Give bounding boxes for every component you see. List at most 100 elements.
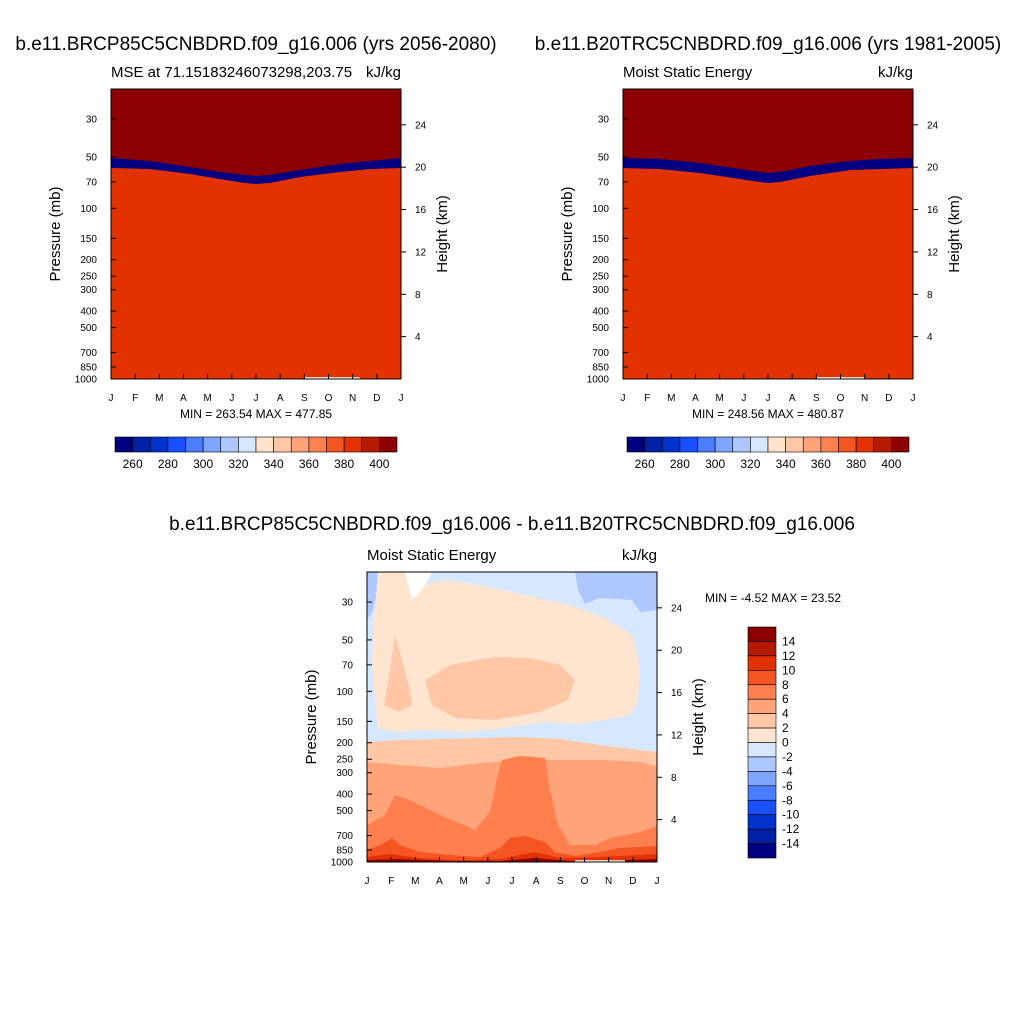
colorbar-label: 2: [782, 721, 789, 735]
colorbar-swatch: [747, 828, 777, 844]
month-tick-label: J: [510, 876, 515, 887]
panel-1: b.e11.BRCP85C5CNBDRD.f09_g16.006 (yrs 20…: [15, 34, 496, 471]
panel-2-height-axis: 4 8 12 16 20 24: [913, 120, 939, 343]
panel-3-contour-l13: [367, 836, 657, 862]
panel-3-plot: [367, 572, 657, 862]
panel-1-colorbar: 260 280 300 320 340 360 380 400: [114, 436, 398, 471]
colorbar-swatch: [767, 436, 786, 453]
colorbar-swatch: [661, 436, 681, 453]
pressure-tick-label: 300: [592, 285, 609, 296]
pressure-tick-label: 30: [598, 115, 610, 126]
colorbar-swatch: [185, 436, 204, 453]
height-tick-label: 20: [415, 163, 427, 174]
month-tick-label: O: [325, 393, 333, 404]
height-tick-label: 16: [671, 688, 683, 699]
colorbar-swatch: [891, 436, 910, 453]
pressure-tick-label: 150: [592, 234, 609, 245]
colorbar-label: 4: [782, 707, 789, 721]
colorbar-swatch: [114, 436, 133, 453]
pressure-tick-label: 250: [80, 272, 97, 283]
colorbar-label: 8: [782, 678, 789, 692]
colorbar-swatch: [290, 436, 310, 453]
month-tick-label: A: [436, 876, 443, 887]
colorbar-swatch: [238, 436, 257, 453]
colorbar-swatch: [273, 436, 292, 453]
height-tick-label: 4: [671, 815, 677, 826]
month-tick-label: A: [789, 393, 796, 404]
month-tick-label: N: [349, 393, 356, 404]
month-tick-label: F: [388, 876, 394, 887]
colorbar-swatch: [167, 436, 186, 453]
colorbar-swatch: [220, 436, 239, 453]
pressure-tick-label: 300: [80, 285, 97, 296]
colorbar-swatch: [747, 843, 777, 859]
pressure-tick-label: 850: [80, 362, 97, 373]
pressure-tick-label: 700: [336, 831, 353, 842]
panel-3-pressure-axis: 30 50 70 100 150 200 250 300 400 500 700 850 1000: [331, 598, 372, 869]
pressure-tick-label: 100: [592, 204, 609, 215]
month-tick-label: M: [411, 876, 419, 887]
month-tick-label: S: [813, 393, 820, 404]
panel-3-contour-l12: [367, 756, 657, 862]
height-tick-label: 4: [927, 332, 933, 343]
colorbar-swatch: [202, 436, 222, 453]
month-tick-label: D: [373, 393, 380, 404]
colorbar-swatch: [361, 436, 380, 453]
height-tick-label: 12: [415, 247, 427, 258]
colorbar-label: 360: [299, 457, 319, 471]
colorbar-swatch: [747, 655, 777, 671]
colorbar-swatch: [326, 436, 345, 453]
pressure-tick-label: 100: [336, 687, 353, 698]
pressure-tick-label: 200: [336, 738, 353, 749]
panel-1-stats: MIN = 263.54 MAX = 477.85: [180, 407, 332, 421]
pressure-tick-label: 500: [80, 323, 97, 334]
pressure-tick-label: 150: [336, 717, 353, 728]
colorbar-swatch: [747, 756, 777, 772]
pressure-tick-label: 30: [342, 598, 354, 609]
pressure-tick-label: 30: [86, 115, 98, 126]
colorbar-label: 0: [782, 736, 789, 750]
colorbar-swatch: [714, 436, 734, 453]
panel-3-ylabel-left: Pressure (mb): [303, 669, 320, 764]
colorbar-swatch: [732, 436, 751, 453]
pressure-tick-label: 200: [80, 255, 97, 266]
pressure-tick-label: 700: [592, 348, 609, 359]
colorbar-swatch: [855, 436, 875, 453]
panel-3-height-axis: 4 8 12 16 20 24: [657, 603, 683, 826]
colorbar-label: 12: [782, 649, 796, 663]
height-tick-label: 24: [927, 120, 939, 131]
colorbar-swatch: [379, 436, 398, 453]
colorbar-label: 260: [123, 457, 143, 471]
colorbar-swatch: [747, 641, 777, 657]
month-tick-label: J: [655, 876, 660, 887]
panel-1-title: b.e11.BRCP85C5CNBDRD.f09_g16.006 (yrs 20…: [15, 34, 496, 55]
month-tick-label: N: [605, 876, 612, 887]
month-tick-label: D: [629, 876, 636, 887]
panel-2: b.e11.B20TRC5CNBDRD.f09_g16.006 (yrs 198…: [535, 34, 1001, 471]
height-tick-label: 24: [671, 603, 683, 614]
colorbar-swatch: [747, 771, 777, 787]
month-tick-label: F: [644, 393, 650, 404]
month-tick-label: J: [911, 393, 916, 404]
panel-2-contour-l14: [623, 168, 913, 379]
colorbar-swatch: [747, 684, 777, 700]
pressure-tick-label: 400: [592, 307, 609, 318]
panel-2-ylabel-left: Pressure (mb): [559, 186, 576, 281]
pressure-tick-label: 400: [80, 307, 97, 318]
month-tick-label: D: [885, 393, 892, 404]
panel-3-contour-l10-blob: [425, 657, 575, 720]
colorbar-swatch: [750, 436, 769, 453]
panel-3-ylabel-right: Height (km): [690, 678, 707, 756]
colorbar-label: 400: [881, 457, 901, 471]
colorbar-swatch: [308, 436, 327, 453]
colorbar-swatch: [679, 436, 698, 453]
colorbar-label: 280: [158, 457, 178, 471]
colorbar-label: 6: [782, 692, 789, 706]
colorbar-label: 340: [264, 457, 284, 471]
colorbar-label: -6: [782, 779, 793, 793]
colorbar-label: -14: [782, 837, 800, 851]
month-tick-label: S: [301, 393, 308, 404]
colorbar-swatch: [747, 670, 777, 686]
month-tick-label: J: [766, 393, 771, 404]
